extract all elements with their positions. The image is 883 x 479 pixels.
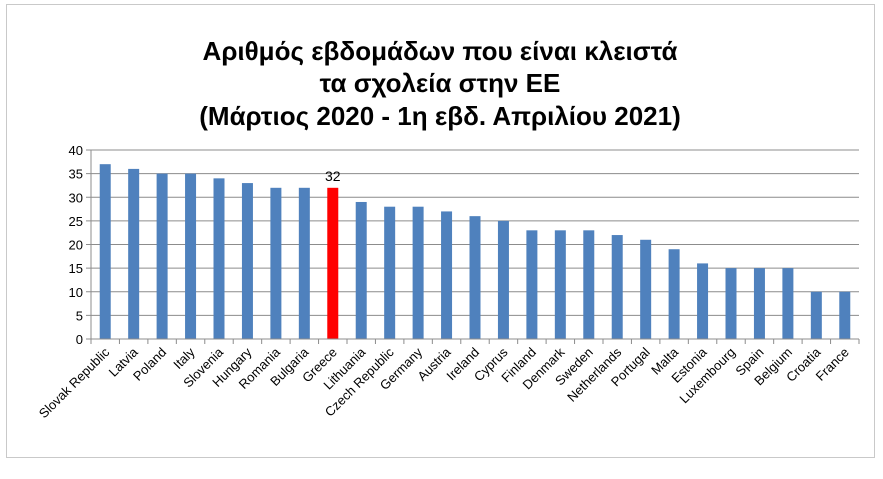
chart-title-line-2: τα σχολεία στην ΕΕ [320, 68, 561, 98]
y-axis: 0 5 10 15 20 25 30 35 40 [69, 143, 92, 347]
data-label: 32 [325, 168, 341, 184]
bar-belgium [782, 268, 794, 339]
bar-netherlands [611, 235, 623, 339]
bar-romania [270, 187, 282, 339]
y-tick-label: 40 [69, 143, 83, 158]
bar-france [839, 291, 851, 339]
y-tick-label: 5 [76, 308, 83, 323]
bar-greece [327, 187, 339, 339]
bar-austria [441, 211, 453, 339]
bar-ireland [469, 216, 481, 339]
bar-lithuania [355, 201, 367, 339]
bar-czech-republic [384, 206, 396, 339]
y-tick-label: 15 [69, 261, 83, 276]
x-tick-label: Slovak Republic [36, 344, 113, 421]
bar-latvia [128, 168, 140, 339]
bar-bulgaria [298, 187, 310, 339]
y-tick-label: 30 [69, 190, 83, 205]
bars [99, 164, 851, 339]
y-tick-label: 20 [69, 238, 83, 253]
chart-title: Αριθμός εβδομάδων που είναι κλειστά τα σ… [199, 36, 681, 131]
bar-luxembourg [725, 268, 737, 339]
chart-title-line-3: (Μάρτιος 2020 - 1η εβδ. Απριλίου 2021) [199, 101, 681, 131]
bar-sweden [583, 230, 595, 339]
bar-portugal [640, 239, 652, 339]
bar-italy [185, 173, 197, 339]
bar-finland [526, 230, 538, 339]
y-tick-label: 0 [76, 332, 83, 347]
bar-slovak-republic [99, 164, 111, 339]
chart-frame: Αριθμός εβδομάδων που είναι κλειστά τα σ… [6, 4, 875, 458]
bar-spain [753, 268, 765, 339]
bar-germany [412, 206, 424, 339]
y-tick-label: 25 [69, 214, 83, 229]
bar-croatia [810, 291, 822, 339]
y-tick-label: 10 [69, 285, 83, 300]
bar-chart: Αριθμός εβδομάδων που είναι κλειστά τα σ… [36, 36, 860, 421]
bar-slovenia [213, 178, 225, 339]
bar-denmark [554, 230, 566, 339]
bar-malta [668, 249, 680, 339]
y-tick-label: 35 [69, 167, 83, 182]
data-labels: 32 [325, 168, 341, 184]
chart-title-line-1: Αριθμός εβδομάδων που είναι κλειστά [203, 36, 678, 66]
bar-estonia [697, 263, 709, 339]
bar-cyprus [497, 220, 509, 339]
bar-poland [156, 173, 168, 339]
bar-hungary [241, 183, 253, 339]
